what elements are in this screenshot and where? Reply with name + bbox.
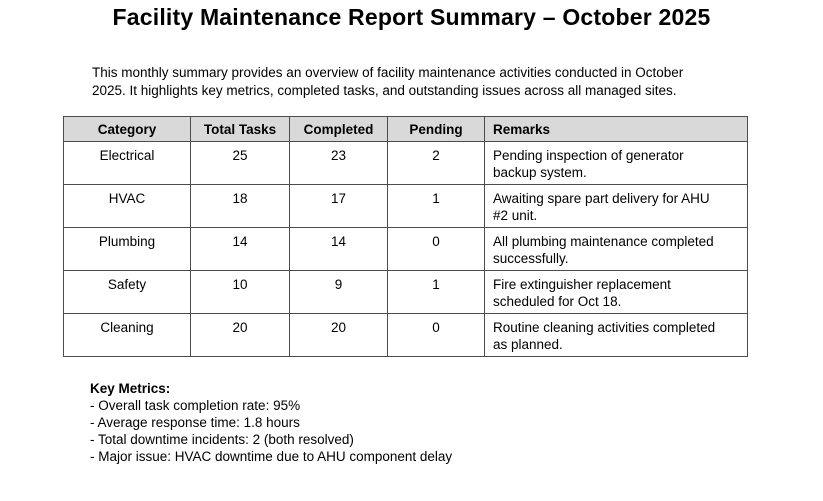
cell-total-tasks: 14 xyxy=(190,227,290,271)
key-metric-item: - Major issue: HVAC downtime due to AHU … xyxy=(90,449,453,464)
cell-pending: 0 xyxy=(387,227,485,271)
cell-total-tasks: 20 xyxy=(190,313,290,357)
cell-completed: 23 xyxy=(289,141,388,185)
cell-remarks: Routine cleaning activities completed as… xyxy=(484,313,748,357)
cell-remarks: Awaiting spare part delivery for AHU #2 … xyxy=(484,184,748,228)
cell-total-tasks: 10 xyxy=(190,270,290,314)
key-metrics-section: Key Metrics: - Overall task completion r… xyxy=(90,380,823,465)
key-metric-item: - Average response time: 1.8 hours xyxy=(90,415,300,430)
key-metric-item: - Total downtime incidents: 2 (both reso… xyxy=(90,432,354,447)
report-title: Facility Maintenance Report Summary – Oc… xyxy=(112,4,711,30)
cell-category: Safety xyxy=(63,270,191,314)
table-row: Electrical 25 23 2 Pending inspection of… xyxy=(63,141,748,185)
table-row: Safety 10 9 1 Fire extinguisher replacem… xyxy=(63,270,748,314)
cell-completed: 17 xyxy=(289,184,388,228)
cell-remarks: Fire extinguisher replacement scheduled … xyxy=(484,270,748,314)
cell-completed: 9 xyxy=(289,270,388,314)
cell-completed: 14 xyxy=(289,227,388,271)
cell-pending: 1 xyxy=(387,270,485,314)
column-header-total-tasks: Total Tasks xyxy=(190,116,290,142)
table-row: HVAC 18 17 1 Awaiting spare part deliver… xyxy=(63,184,748,228)
cell-completed: 20 xyxy=(289,313,388,357)
column-header-category: Category xyxy=(63,116,191,142)
maintenance-summary-table: Category Total Tasks Completed Pending R… xyxy=(63,116,748,357)
cell-category: HVAC xyxy=(63,184,191,228)
table-row: Cleaning 20 20 0 Routine cleaning activi… xyxy=(63,313,748,357)
intro-paragraph: This monthly summary provides an overvie… xyxy=(92,65,684,98)
column-header-remarks: Remarks xyxy=(484,116,748,142)
cell-category: Electrical xyxy=(63,141,191,185)
column-header-pending: Pending xyxy=(387,116,485,142)
table-header-row: Category Total Tasks Completed Pending R… xyxy=(63,116,748,142)
cell-pending: 0 xyxy=(387,313,485,357)
cell-remarks: All plumbing maintenance completed succe… xyxy=(484,227,748,271)
key-metric-item: - Overall task completion rate: 95% xyxy=(90,398,301,413)
cell-pending: 1 xyxy=(387,184,485,228)
cell-category: Plumbing xyxy=(63,227,191,271)
cell-pending: 2 xyxy=(387,141,485,185)
cell-total-tasks: 18 xyxy=(190,184,290,228)
table-row: Plumbing 14 14 0 All plumbing maintenanc… xyxy=(63,227,748,271)
cell-total-tasks: 25 xyxy=(190,141,290,185)
cell-category: Cleaning xyxy=(63,313,191,357)
cell-remarks: Pending inspection of generator backup s… xyxy=(484,141,748,185)
column-header-completed: Completed xyxy=(289,116,388,142)
key-metrics-heading: Key Metrics: xyxy=(90,381,171,396)
